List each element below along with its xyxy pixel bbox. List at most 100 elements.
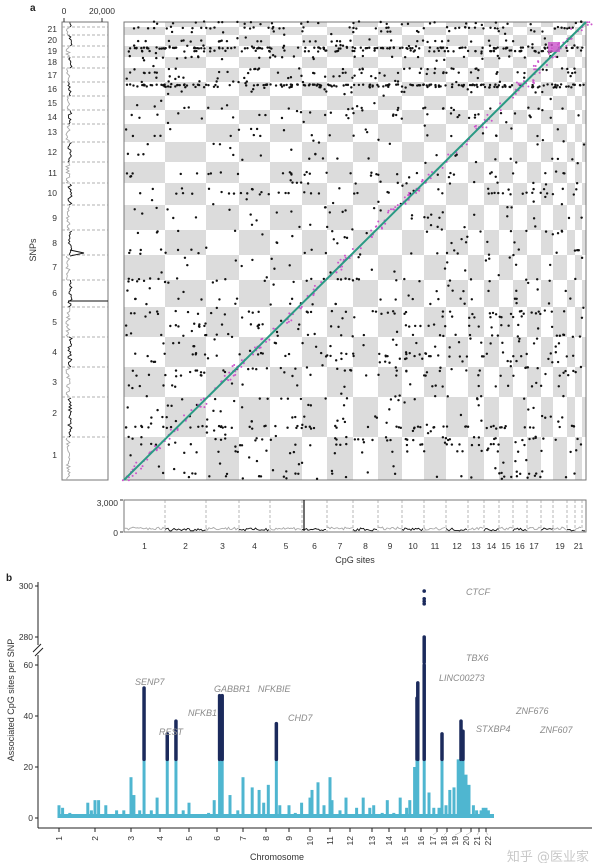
- trans-association-dot: [444, 84, 447, 87]
- trans-association-dot: [443, 325, 447, 328]
- trans-association-dot: [214, 437, 217, 441]
- trans-association-dot: [406, 450, 409, 453]
- cpg-density-tick-3000: 3,000: [97, 498, 119, 508]
- trans-association-dot: [173, 385, 177, 388]
- trans-association-dot: [558, 334, 562, 337]
- trans-association-dot: [511, 172, 515, 175]
- trans-association-dot: [218, 143, 222, 146]
- checker-cell: [239, 397, 270, 437]
- trans-association-dot: [577, 114, 580, 117]
- b-x-tick-label: 17: [428, 836, 438, 846]
- trans-association-dot: [295, 181, 299, 185]
- trans-association-dot: [462, 55, 466, 59]
- trans-association-dot: [174, 77, 177, 81]
- cis-association-dot: [190, 409, 193, 412]
- trans-association-dot: [233, 229, 237, 233]
- trans-association-dot: [315, 477, 319, 481]
- trans-association-dot: [141, 56, 145, 60]
- trans-association-dot: [562, 394, 565, 398]
- trans-association-dot: [360, 451, 364, 454]
- trans-association-dot: [359, 46, 362, 49]
- trans-association-dot: [155, 231, 159, 234]
- checker-cell: [402, 110, 424, 124]
- trans-association-dot: [248, 27, 252, 30]
- trans-association-dot: [158, 47, 161, 50]
- trans-association-dot: [374, 310, 378, 313]
- trans-association-dot: [494, 175, 497, 178]
- trans-association-dot: [347, 116, 350, 120]
- trans-association-dot: [124, 324, 128, 327]
- trans-association-dot: [270, 47, 273, 50]
- trans-association-dot: [190, 329, 194, 333]
- cis-association-dot: [135, 472, 138, 475]
- trans-association-dot: [286, 426, 289, 429]
- trans-association-dot: [204, 83, 208, 86]
- trans-association-dot: [283, 371, 286, 374]
- checker-cell: [484, 230, 499, 255]
- trans-association-dot: [304, 425, 307, 429]
- cis-association-dot: [421, 178, 424, 181]
- trans-association-dot: [325, 171, 328, 175]
- checker-cell: [567, 230, 575, 255]
- trans-association-dot: [558, 86, 562, 89]
- trans-association-dot: [244, 36, 247, 39]
- trans-association-dot: [155, 71, 159, 74]
- trans-association-dot: [282, 475, 286, 478]
- trans-association-dot: [506, 215, 509, 218]
- checker-cell: [541, 337, 553, 367]
- trans-association-dot: [501, 26, 505, 29]
- trans-association-dot: [468, 333, 472, 337]
- checker-cell: [165, 57, 206, 68]
- trans-association-dot: [441, 315, 444, 318]
- checker-cell: [402, 22, 424, 27]
- trans-association-dot: [174, 441, 177, 444]
- trans-association-dot: [162, 342, 165, 345]
- trans-association-dot: [517, 340, 521, 343]
- b-x-tick-label: 7: [238, 836, 248, 841]
- trans-association-dot: [436, 252, 439, 255]
- trans-association-dot: [340, 352, 343, 355]
- checker-cell: [541, 110, 553, 124]
- gene-label-nfkbie: NFKBIE: [258, 684, 292, 694]
- trans-association-dot: [446, 395, 449, 398]
- trans-association-dot: [349, 39, 352, 42]
- trans-association-dot: [136, 39, 140, 43]
- trans-association-dot: [506, 384, 510, 388]
- checker-cell: [499, 124, 513, 142]
- trans-association-dot: [336, 419, 339, 422]
- checker-cell: [327, 162, 353, 183]
- checker-cell: [541, 280, 553, 307]
- trans-association-dot: [509, 49, 513, 52]
- checker-cell: [353, 183, 378, 205]
- cpg-density-line: [205, 526, 240, 531]
- trans-association-dot: [169, 425, 173, 429]
- trans-association-dot: [489, 443, 493, 446]
- trans-association-dot: [567, 373, 570, 377]
- cis-association-dot: [499, 102, 502, 105]
- trans-association-dot: [384, 436, 388, 439]
- trans-association-dot: [454, 333, 457, 337]
- trans-association-dot: [514, 440, 517, 444]
- cpg-density-line: [566, 528, 575, 532]
- checker-cell: [553, 367, 567, 397]
- trans-association-dot: [421, 39, 425, 42]
- trans-association-dot: [131, 278, 134, 282]
- trans-association-dot: [287, 191, 290, 195]
- trans-association-dot: [292, 280, 295, 284]
- trans-association-dot: [369, 174, 373, 177]
- checker-cell: [124, 46, 165, 57]
- trans-association-dot: [516, 450, 520, 453]
- trans-association-dot: [244, 81, 247, 85]
- trans-association-dot: [510, 206, 513, 209]
- trans-association-dot: [517, 248, 520, 251]
- trans-association-dot: [456, 450, 459, 453]
- trans-association-dot: [341, 44, 345, 47]
- trans-association-dot: [170, 404, 173, 408]
- trans-association-dot: [307, 50, 310, 53]
- trans-association-dot: [348, 26, 351, 29]
- trans-association-dot: [395, 173, 399, 176]
- trans-association-dot: [386, 439, 389, 442]
- trans-association-dot: [480, 83, 483, 86]
- trans-association-dot: [453, 249, 456, 252]
- gene-label-linc00273: LINC00273: [439, 673, 485, 683]
